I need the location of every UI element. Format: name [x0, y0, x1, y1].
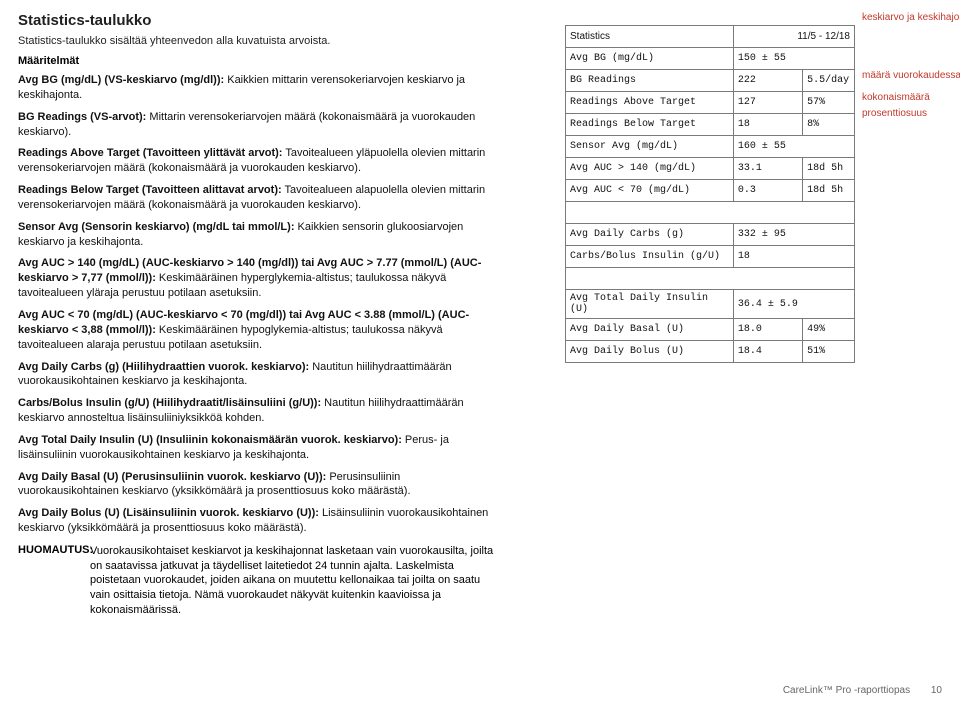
table-row: Avg Daily Basal (U)18.049% — [566, 319, 855, 341]
table-cell-extra: 51% — [803, 341, 855, 363]
definition-term: BG Readings (VS-arvot): — [18, 111, 146, 123]
table-header-label: Statistics — [566, 26, 734, 48]
definition-item: Avg AUC > 140 (mg/dL) (AUC-keskiarvo > 1… — [18, 256, 498, 301]
table-cell-value: 18 — [733, 246, 854, 268]
definition-item: Avg Daily Basal (U) (Perusinsuliinin vuo… — [18, 470, 498, 500]
annotation-percent: prosenttiosuus — [862, 108, 927, 119]
table-cell-value: 150 ± 55 — [733, 48, 854, 70]
definition-item: Avg BG (mg/dL) (VS-keskiarvo (mg/dl)): K… — [18, 73, 498, 103]
table-cell-value: 222 — [733, 70, 802, 92]
table-row: Avg AUC < 70 (mg/dL)0.318d 5h — [566, 180, 855, 202]
definition-term: Avg Daily Carbs (g) (Hiilihydraattien vu… — [18, 361, 309, 373]
table-cell-value: 18.4 — [733, 341, 802, 363]
table-row: Avg Total Daily Insulin (U)36.4 ± 5.9 — [566, 290, 855, 319]
definition-term: Avg Daily Basal (U) (Perusinsuliinin vuo… — [18, 471, 326, 483]
definition-item: BG Readings (VS-arvot): Mittarin verenso… — [18, 110, 498, 140]
table-cell-extra: 57% — [803, 92, 855, 114]
definition-term: Avg Daily Bolus (U) (Lisäinsuliinin vuor… — [18, 507, 319, 519]
definition-item: Avg Daily Carbs (g) (Hiilihydraattien vu… — [18, 360, 498, 390]
footer-text: CareLink™ Pro -raporttiopas — [783, 685, 910, 696]
note-label: HUOMAUTUS: — [18, 544, 93, 556]
definition-term: Avg BG (mg/dL) (VS-keskiarvo (mg/dl)): — [18, 74, 224, 86]
definition-term: Readings Below Target (Tavoitteen alitta… — [18, 184, 282, 196]
annotation-per-day: määrä vuorokaudessa — [862, 70, 960, 81]
table-cell-extra: 18d 5h — [803, 180, 855, 202]
definition-term: Readings Above Target (Tavoitteen ylittä… — [18, 147, 282, 159]
table-row: Avg Daily Bolus (U)18.451% — [566, 341, 855, 363]
table-cell-label: BG Readings — [566, 70, 734, 92]
definition-item: Avg AUC < 70 (mg/dL) (AUC-keskiarvo < 70… — [18, 308, 498, 353]
definition-item: Carbs/Bolus Insulin (g/U) (Hiilihydraati… — [18, 396, 498, 426]
definition-term: Sensor Avg (Sensorin keskiarvo) (mg/dL t… — [18, 221, 294, 233]
table-row — [566, 268, 855, 290]
table-cell-value: 0.3 — [733, 180, 802, 202]
table-cell-label: Avg Daily Carbs (g) — [566, 224, 734, 246]
table-cell-value: 18.0 — [733, 319, 802, 341]
table-row: Readings Above Target12757% — [566, 92, 855, 114]
table-cell-extra: 8% — [803, 114, 855, 136]
table-row: Carbs/Bolus Insulin (g/U)18 — [566, 246, 855, 268]
table-cell-label: Avg AUC < 70 (mg/dL) — [566, 180, 734, 202]
table-cell-label: Readings Below Target — [566, 114, 734, 136]
table-row: Sensor Avg (mg/dL)160 ± 55 — [566, 136, 855, 158]
table-cell-label: Avg Daily Basal (U) — [566, 319, 734, 341]
table-gap — [566, 202, 855, 224]
definition-item: Readings Above Target (Tavoitteen ylittä… — [18, 146, 498, 176]
table-cell-label: Readings Above Target — [566, 92, 734, 114]
table-gap — [566, 268, 855, 290]
annotation-avg-sd: keskiarvo ja keskihajonta — [862, 12, 960, 23]
table-cell-label: Carbs/Bolus Insulin (g/U) — [566, 246, 734, 268]
statistics-table: Statistics11/5 - 12/18Avg BG (mg/dL)150 … — [565, 25, 855, 363]
table-cell-value: 18 — [733, 114, 802, 136]
table-row: Avg Daily Carbs (g)332 ± 95 — [566, 224, 855, 246]
table-header-range: 11/5 - 12/18 — [733, 26, 854, 48]
definition-term: Carbs/Bolus Insulin (g/U) (Hiilihydraati… — [18, 397, 321, 409]
table-cell-extra: 18d 5h — [803, 158, 855, 180]
table-row: Avg BG (mg/dL)150 ± 55 — [566, 48, 855, 70]
page-footer: CareLink™ Pro -raporttiopas 10 — [783, 685, 942, 696]
definition-item: Sensor Avg (Sensorin keskiarvo) (mg/dL t… — [18, 220, 498, 250]
table-row: Readings Below Target188% — [566, 114, 855, 136]
definition-item: Readings Below Target (Tavoitteen alitta… — [18, 183, 498, 213]
table-cell-value: 160 ± 55 — [733, 136, 854, 158]
table-cell-label: Avg Total Daily Insulin (U) — [566, 290, 734, 319]
definition-item: Avg Daily Bolus (U) (Lisäinsuliinin vuor… — [18, 506, 498, 536]
table-cell-value: 33.1 — [733, 158, 802, 180]
table-cell-value: 127 — [733, 92, 802, 114]
table-cell-label: Avg AUC > 140 (mg/dL) — [566, 158, 734, 180]
definition-item: Avg Total Daily Insulin (U) (Insuliinin … — [18, 433, 498, 463]
table-cell-extra: 5.5/day — [803, 70, 855, 92]
table-cell-value: 36.4 ± 5.9 — [733, 290, 854, 319]
note-block: HUOMAUTUS: Vuorokausikohtaiset keskiarvo… — [18, 543, 942, 618]
statistics-table-wrap: Statistics11/5 - 12/18Avg BG (mg/dL)150 … — [565, 25, 855, 363]
note-body: Vuorokausikohtaiset keskiarvot ja keskih… — [90, 544, 500, 618]
table-row: BG Readings2225.5/day — [566, 70, 855, 92]
table-cell-extra: 49% — [803, 319, 855, 341]
definition-term: Avg Total Daily Insulin (U) (Insuliinin … — [18, 434, 402, 446]
table-cell-label: Avg Daily Bolus (U) — [566, 341, 734, 363]
table-cell-label: Sensor Avg (mg/dL) — [566, 136, 734, 158]
table-row: Avg AUC > 140 (mg/dL)33.118d 5h — [566, 158, 855, 180]
table-cell-label: Avg BG (mg/dL) — [566, 48, 734, 70]
table-row — [566, 202, 855, 224]
table-cell-value: 332 ± 95 — [733, 224, 854, 246]
annotation-total: kokonaismäärä — [862, 92, 930, 103]
footer-page-number: 10 — [931, 685, 942, 696]
